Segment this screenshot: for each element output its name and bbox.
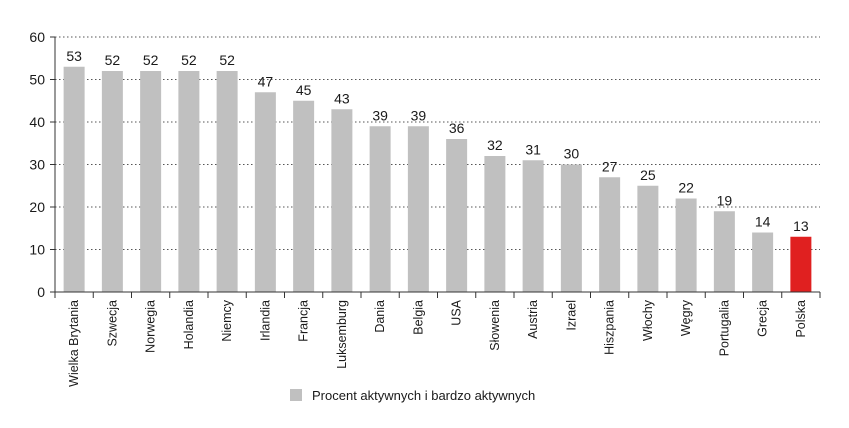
x-tick-label: Grecja xyxy=(756,300,770,337)
data-label: 53 xyxy=(66,48,82,64)
data-label: 52 xyxy=(143,52,159,68)
x-tick-label: Francja xyxy=(297,300,311,342)
x-tick-label: Izrael xyxy=(564,300,578,331)
grid-lines xyxy=(55,36,820,250)
data-label: 36 xyxy=(449,120,465,136)
bar xyxy=(254,92,276,292)
bar xyxy=(63,66,85,292)
bar xyxy=(637,185,659,292)
bars xyxy=(63,66,812,292)
data-label: 52 xyxy=(219,52,235,68)
y-tick-label: 60 xyxy=(29,29,45,45)
data-label: 52 xyxy=(105,52,121,68)
bar xyxy=(675,198,697,292)
legend-swatch xyxy=(290,389,302,401)
bar xyxy=(522,160,544,292)
y-tick-label: 30 xyxy=(29,157,45,173)
y-tick-label: 0 xyxy=(37,284,45,300)
bar xyxy=(407,126,429,292)
y-tick-label: 20 xyxy=(29,199,45,215)
x-tick-label: Węgry xyxy=(679,299,693,336)
bar xyxy=(101,71,123,292)
x-tick-label: Włochy xyxy=(641,299,655,341)
bar xyxy=(331,109,353,292)
axes: 0 10 20 30 40 50 60 Wielka Brytania Szwecja Norwe… xyxy=(29,29,821,387)
bar xyxy=(140,71,162,292)
bar xyxy=(484,156,506,292)
data-label: 22 xyxy=(678,180,694,196)
data-label: 30 xyxy=(564,146,580,162)
data-label: 19 xyxy=(717,192,733,208)
legend: Procent aktywnych i bardzo aktywnych xyxy=(290,388,535,403)
bar xyxy=(790,236,812,292)
bar xyxy=(369,126,391,292)
bar xyxy=(752,232,774,292)
bar xyxy=(293,100,315,292)
data-label: 39 xyxy=(372,107,388,123)
x-tick-label: Holandia xyxy=(182,300,196,349)
data-label: 39 xyxy=(411,107,427,123)
x-tick-label: Polska xyxy=(794,300,808,338)
x-tick-label: Portugalia xyxy=(717,300,731,356)
bar xyxy=(446,139,468,292)
data-label: 27 xyxy=(602,158,618,174)
data-label: 32 xyxy=(487,137,503,153)
data-label: 13 xyxy=(793,218,809,234)
data-label: 47 xyxy=(258,73,274,89)
bar xyxy=(713,211,735,292)
x-tick-label: Wielka Brytania xyxy=(67,300,81,387)
data-label: 43 xyxy=(334,90,350,106)
x-tick-label: Luksemburg xyxy=(335,300,349,369)
bar xyxy=(178,71,200,292)
data-label: 25 xyxy=(640,167,656,183)
x-tick-label: Dania xyxy=(373,300,387,333)
x-tick-label: Belgia xyxy=(411,300,425,335)
data-label: 14 xyxy=(755,214,771,230)
x-tick-label: Niemcy xyxy=(220,299,234,341)
bar xyxy=(599,177,621,292)
y-tick-label: 50 xyxy=(29,72,45,88)
x-tick-label: Norwegia xyxy=(144,300,158,353)
data-label: 31 xyxy=(525,141,541,157)
x-tick-label: Austria xyxy=(526,300,540,339)
y-tick-label: 40 xyxy=(29,114,45,130)
data-labels: 53 52 52 52 52 47 45 43 39 39 36 32 31 30 27 25 22 19 14 13 xyxy=(66,48,809,234)
bar xyxy=(560,164,582,292)
legend-label: Procent aktywnych i bardzo aktywnych xyxy=(312,388,535,403)
x-tick-label: Szwecja xyxy=(105,300,119,347)
y-tick-label: 10 xyxy=(29,242,45,258)
x-tick-label: USA xyxy=(450,299,464,325)
data-label: 52 xyxy=(181,52,197,68)
bar xyxy=(216,71,238,292)
data-label: 45 xyxy=(296,82,312,98)
x-tick-label: Hiszpania xyxy=(603,300,617,355)
x-tick-label: Słowenia xyxy=(488,300,502,351)
x-tick-label: Irlandia xyxy=(258,300,272,341)
